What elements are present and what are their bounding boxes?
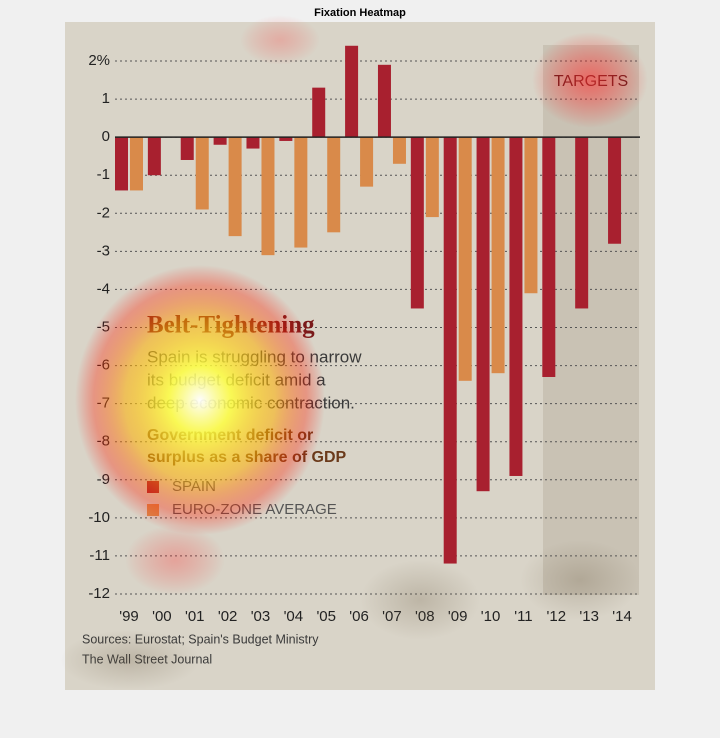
y-tick-label: -12 (88, 585, 110, 602)
heat-spot (520, 540, 640, 620)
heat-spot (75, 265, 325, 535)
bar (542, 137, 556, 377)
bar (213, 137, 227, 145)
bar (195, 137, 209, 210)
bar (392, 137, 406, 164)
x-tick-label: '14 (612, 608, 632, 625)
y-tick-label: 0 (102, 128, 110, 145)
y-tick-label: -2 (97, 204, 110, 221)
x-tick-label: '11 (514, 608, 532, 625)
bar (345, 45, 359, 138)
bar (575, 137, 589, 309)
x-tick-label: '10 (481, 608, 501, 625)
y-tick-label: 1 (102, 90, 110, 107)
bar (410, 137, 424, 309)
heat-spot (360, 560, 480, 640)
bar (228, 137, 242, 237)
heat-spot (532, 32, 648, 128)
bar (279, 137, 293, 141)
heat-spot (125, 525, 225, 595)
bar (491, 137, 505, 374)
y-tick-label: 2% (88, 52, 110, 69)
bar (312, 87, 326, 138)
bar (147, 137, 161, 176)
y-tick-label: -11 (89, 547, 110, 564)
bar (443, 137, 457, 564)
bar (476, 137, 490, 492)
x-tick-label: '02 (218, 608, 238, 625)
x-tick-label: '99 (119, 608, 139, 625)
bar (360, 137, 374, 187)
x-tick-label: '03 (251, 608, 271, 625)
figure-title: Fixation Heatmap (314, 7, 406, 19)
bar (509, 137, 523, 476)
bar (458, 137, 472, 381)
bar (377, 64, 391, 138)
y-tick-label: -3 (97, 242, 110, 259)
heat-spot (60, 630, 200, 690)
bar (425, 137, 439, 218)
bar (130, 137, 143, 191)
x-tick-label: '05 (316, 608, 336, 625)
bar (115, 137, 128, 191)
heat-spot (240, 15, 320, 65)
y-tick-label: -1 (97, 166, 110, 183)
bar (294, 137, 308, 248)
x-tick-label: '01 (185, 608, 205, 625)
bar (327, 137, 341, 233)
bar (180, 137, 194, 160)
y-tick-label: -10 (88, 509, 110, 526)
bar (524, 137, 538, 294)
heatmap (60, 15, 648, 690)
y-tick-label: -4 (97, 280, 110, 297)
bar (246, 137, 260, 149)
bar (608, 137, 622, 244)
bar (261, 137, 275, 256)
x-tick-label: '00 (152, 608, 172, 625)
x-tick-label: '04 (284, 608, 304, 625)
